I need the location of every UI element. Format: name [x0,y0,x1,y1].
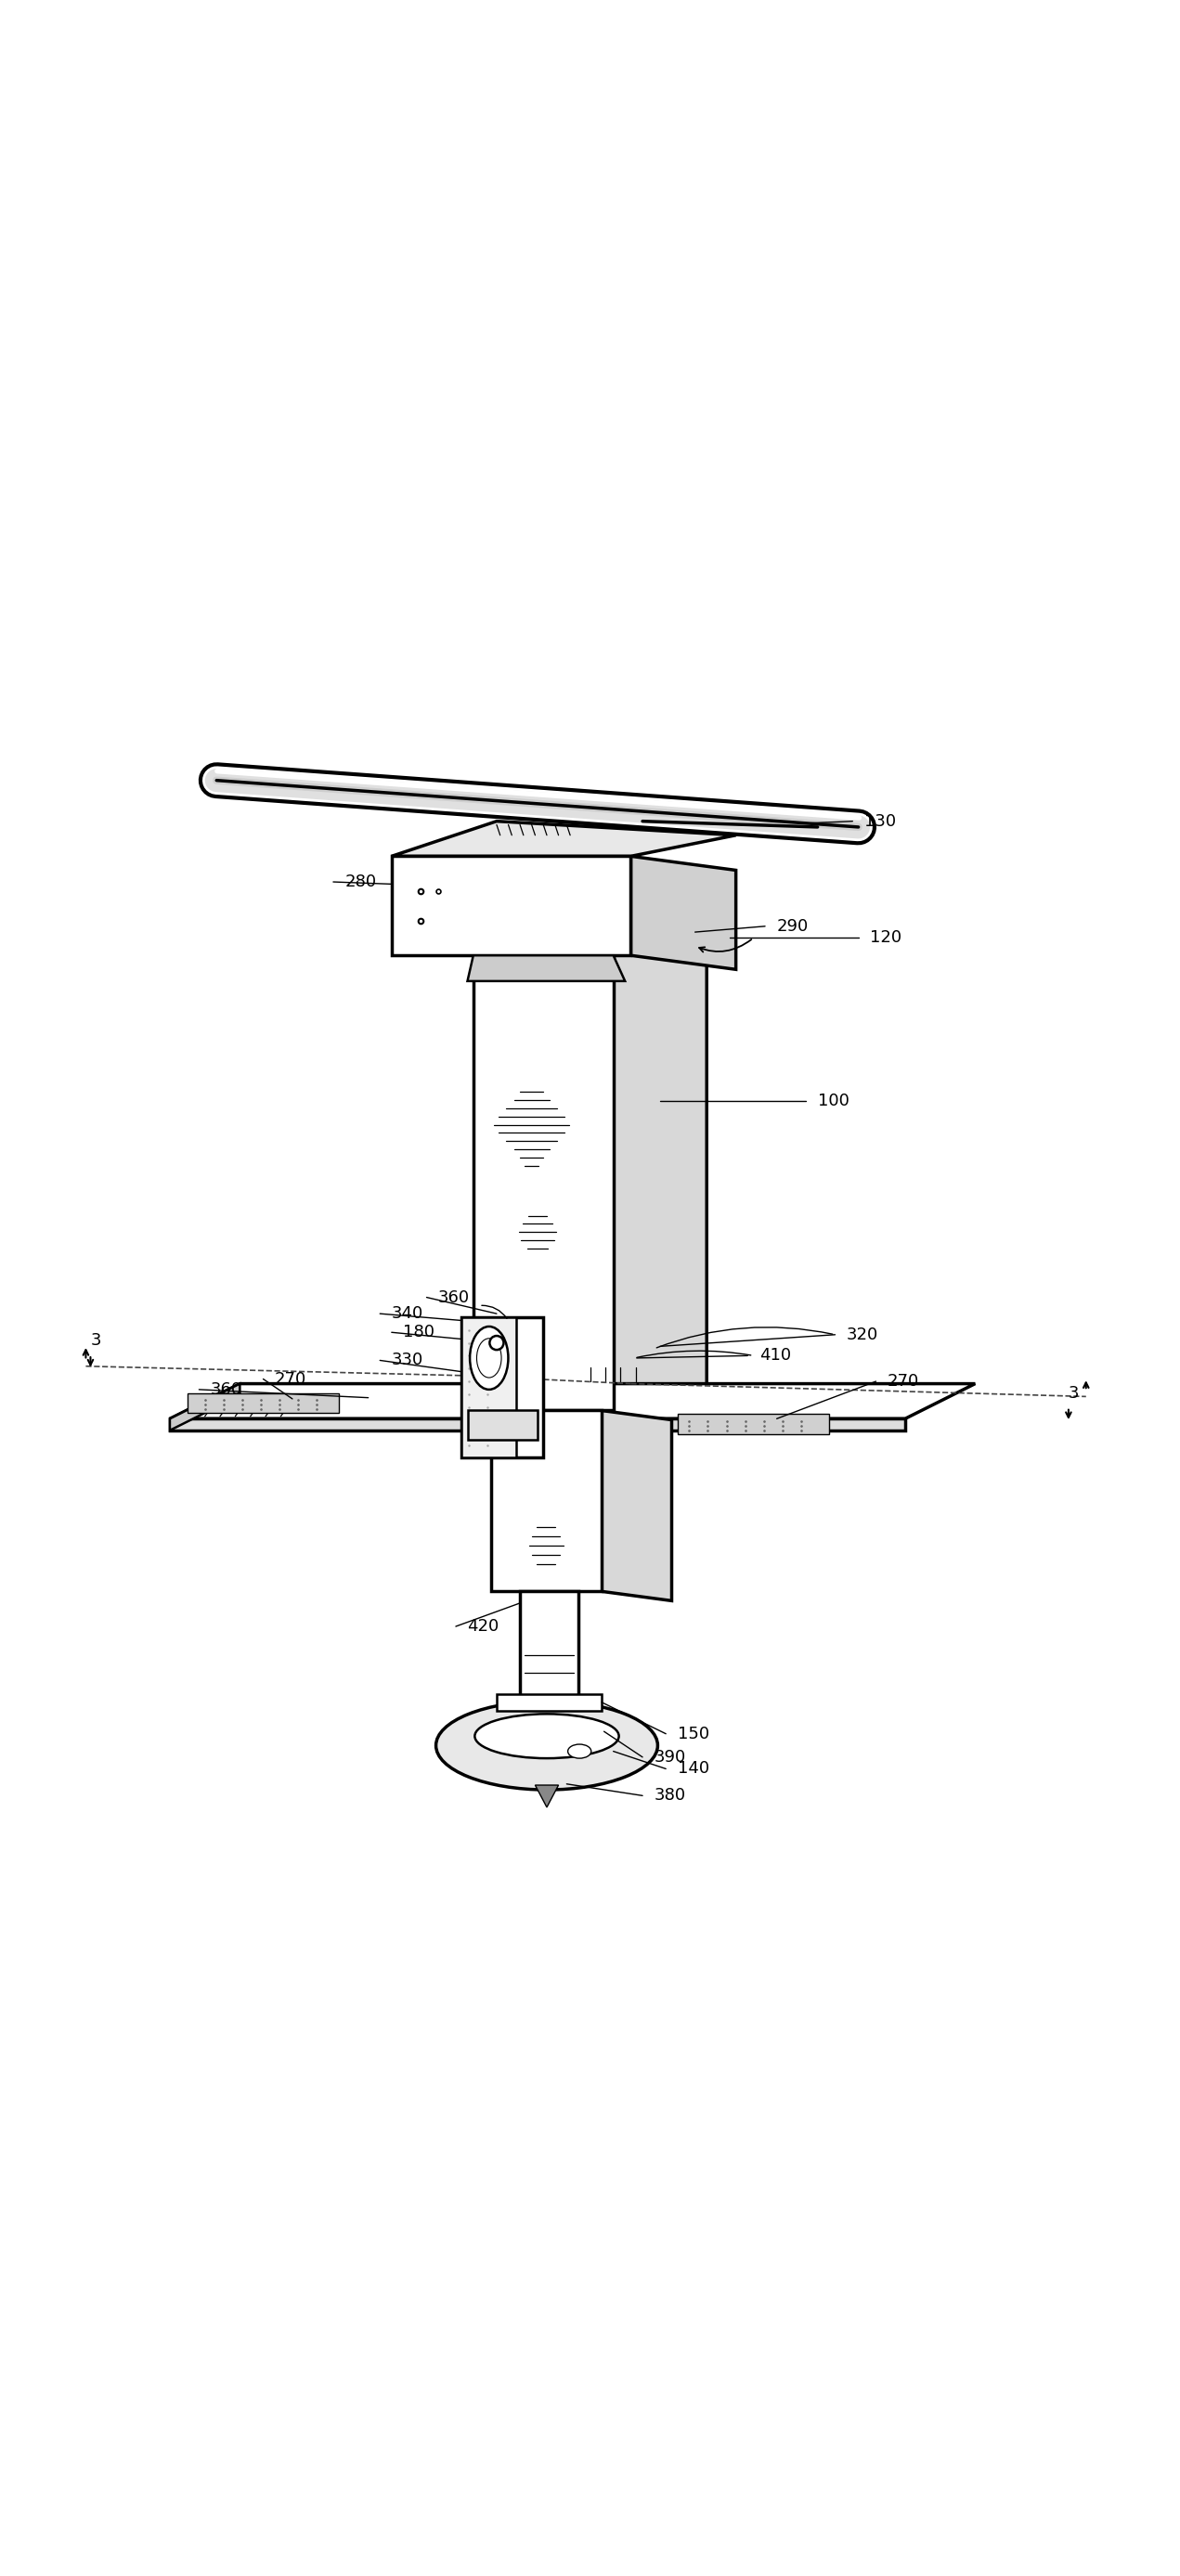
Polygon shape [461,1316,517,1458]
Ellipse shape [470,1327,509,1388]
Text: 410: 410 [759,1347,791,1365]
Text: 100: 100 [818,1092,850,1110]
Polygon shape [631,855,736,969]
Ellipse shape [474,1713,618,1759]
FancyArrowPatch shape [656,1327,833,1347]
Text: 290: 290 [776,917,808,935]
Text: 330: 330 [392,1352,424,1368]
Text: 150: 150 [677,1726,709,1741]
Polygon shape [536,1785,558,1808]
Text: 3: 3 [91,1332,101,1350]
Text: 340: 340 [392,1306,424,1321]
Text: 390: 390 [654,1749,686,1765]
Ellipse shape [568,1744,591,1759]
Polygon shape [170,1419,905,1430]
Text: 420: 420 [467,1618,499,1636]
Text: 320: 320 [847,1327,879,1342]
Ellipse shape [435,1700,657,1790]
Text: 140: 140 [677,1759,709,1777]
Text: 360: 360 [211,1381,242,1399]
Polygon shape [392,822,736,855]
Text: 380: 380 [654,1788,686,1803]
Text: 3: 3 [1069,1386,1080,1401]
Text: 270: 270 [887,1373,919,1388]
Text: 270: 270 [275,1370,307,1388]
Polygon shape [170,1383,975,1419]
Text: 360: 360 [438,1288,470,1306]
Polygon shape [602,1412,671,1600]
Ellipse shape [490,1337,504,1350]
Polygon shape [614,938,707,1425]
Polygon shape [467,956,625,981]
Text: 280: 280 [345,873,376,891]
Polygon shape [473,938,614,1412]
FancyArrowPatch shape [481,1306,507,1319]
Text: 180: 180 [404,1324,434,1340]
Polygon shape [461,1316,543,1458]
Polygon shape [677,1414,830,1435]
Polygon shape [497,1695,602,1710]
Text: 120: 120 [870,930,902,945]
Polygon shape [520,1592,578,1703]
Polygon shape [188,1394,339,1412]
Polygon shape [467,1412,537,1440]
Text: 130: 130 [864,814,896,829]
Polygon shape [491,1412,602,1592]
Polygon shape [392,855,631,956]
FancyArrowPatch shape [637,1350,750,1358]
Polygon shape [170,1383,240,1430]
